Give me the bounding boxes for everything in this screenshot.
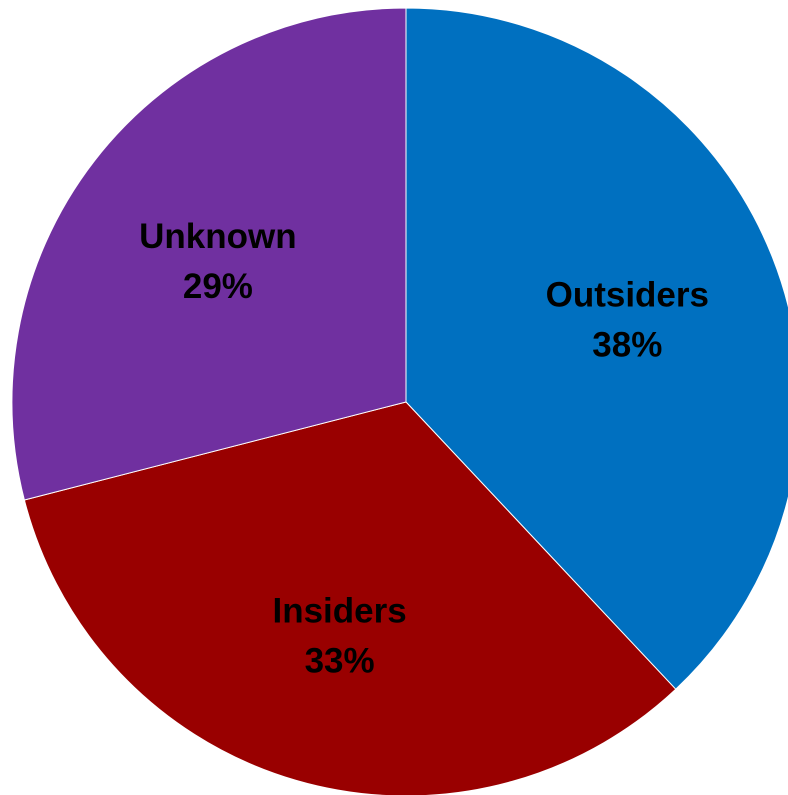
pie-label-name: Unknown bbox=[139, 217, 296, 256]
pie-label-value: 38% bbox=[592, 325, 662, 364]
pie-slices bbox=[11, 7, 788, 795]
pie-labels: Outsiders 38% Insiders 33% Unknown 29% bbox=[139, 217, 709, 680]
pie-label-outsiders: Outsiders 38% bbox=[546, 275, 709, 364]
pie-slice-unknown bbox=[11, 7, 407, 501]
pie-label-name: Outsiders bbox=[546, 275, 709, 314]
pie-label-unknown: Unknown 29% bbox=[139, 217, 296, 306]
pie-label-value: 29% bbox=[183, 267, 253, 306]
pie-label-value: 33% bbox=[305, 642, 375, 681]
pie-slice-outsiders bbox=[405, 7, 788, 690]
pie-slice-insiders bbox=[23, 401, 677, 795]
pie-label-name: Insiders bbox=[272, 592, 406, 631]
pie-label-insiders: Insiders 33% bbox=[272, 592, 406, 681]
